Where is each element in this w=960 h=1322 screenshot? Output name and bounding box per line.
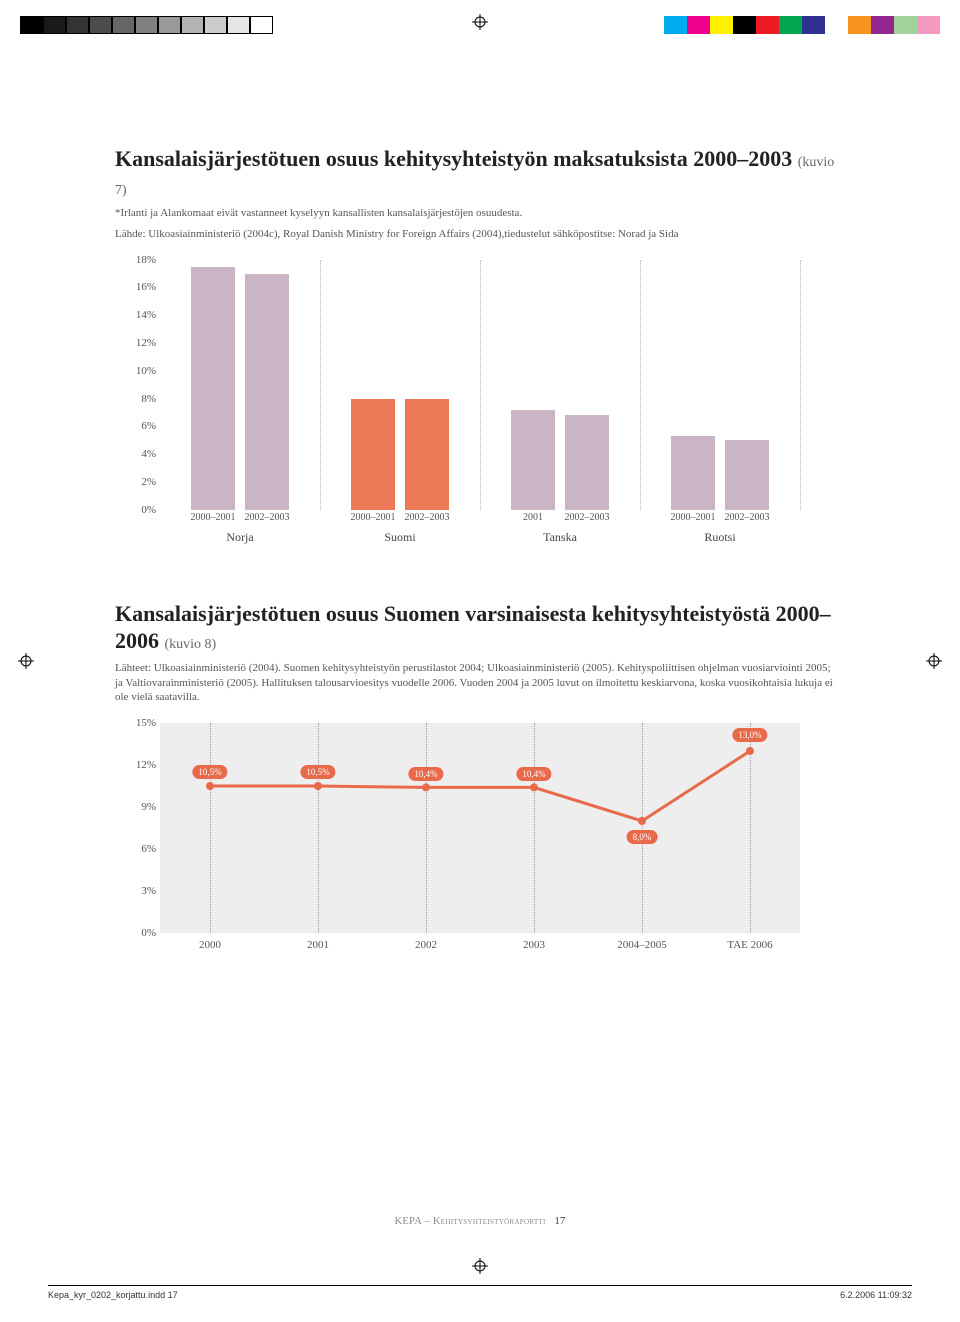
chart2-title-text: Kansalaisjärjestötuen osuus Suomen varsi… [115,601,831,654]
chart1-group-separator [800,260,801,510]
chart2-x-tick: 2002 [415,939,437,951]
chart1-y-tick: 4% [141,448,156,460]
registration-mark-bottom [472,1258,488,1274]
chart1-bar [565,415,609,509]
chart2-point-label: 10,4% [408,767,443,781]
chart2-y-tick: 6% [141,843,156,855]
indesign-slug: Kepa_kyr_0202_korjattu.indd 17 6.2.2006 … [48,1285,912,1300]
chart1-bar [351,399,395,510]
chart1-y-tick: 14% [136,309,156,321]
chart2-y-tick: 0% [141,927,156,939]
chart2-x-tick: 2001 [307,939,329,951]
chart1-y-tick: 16% [136,281,156,293]
chart1-y-tick: 8% [141,393,156,405]
chart2-y-axis: 0%3%6%9%12%15% [115,723,160,933]
page-footer: KEPA – Kehitysyhteistyöraportti 17 [0,1216,960,1227]
chart2-point-label: 10,5% [192,765,227,779]
chart2-x-tick: 2003 [523,939,545,951]
footer-page: 17 [554,1216,565,1227]
chart1-y-tick: 18% [136,254,156,266]
chart1-title: Kansalaisjärjestötuen osuus kehitysyhtei… [115,145,835,200]
chart1-note1: *Irlanti ja Alankomaat eivät vastanneet … [115,206,835,221]
chart2-y-tick: 15% [136,717,156,729]
chart1-y-tick: 10% [136,365,156,377]
registration-mark-left [18,653,34,669]
chart1-x-sublabel: 2002–2003 [392,512,462,523]
chart2-point-label: 13,0% [732,728,767,742]
chart1-x-sublabel: 2002–2003 [552,512,622,523]
chart2-title: Kansalaisjärjestötuen osuus Suomen varsi… [115,600,835,655]
chart1-x-sublabel: 2002–2003 [712,512,782,523]
registration-mark-top [472,14,488,30]
chart1-bar [725,440,769,509]
gray-swatches [20,16,273,34]
chart1-group-separator [480,260,481,510]
chart1-y-tick: 6% [141,420,156,432]
chart2-y-tick: 9% [141,801,156,813]
registration-mark-right [926,653,942,669]
chart2-x-tick: 2004–2005 [617,939,667,951]
chart1-bar [511,410,555,510]
chart1-title-text: Kansalaisjärjestötuen osuus kehitysyhtei… [115,146,792,171]
chart1-bar [245,274,289,510]
chart1-x-grouplabel: Tanska [543,530,577,545]
color-swatches [664,16,940,34]
chart1-bar [405,399,449,510]
chart2-y-tick: 12% [136,759,156,771]
chart2-point-label: 8,0% [627,830,658,844]
chart2-plot: 10,5% 10,5% 10,4% 10,4% 8,0% 13,0% [160,723,800,933]
print-marks-top [0,14,960,44]
chart2-point-label: 10,5% [300,765,335,779]
chart2-note: Lähteet: Ulkoasiainministeriö (2004). Su… [115,661,835,706]
footer-text: KEPA – Kehitysyhteistyöraportti [394,1216,545,1227]
chart2-point-label: 10,4% [516,767,551,781]
chart1-x-grouplabel: Ruotsi [704,530,735,545]
chart1-y-tick: 0% [141,504,156,516]
chart2-section: Kansalaisjärjestötuen osuus Suomen varsi… [115,600,835,984]
chart1-y-tick: 2% [141,476,156,488]
chart1-x-sublabel: 2002–2003 [232,512,302,523]
chart1-x-grouplabel: Suomi [384,530,415,545]
slug-timestamp: 6.2.2006 11:09:32 [840,1290,912,1300]
chart1-note2: Lähde: Ulkoasiainministeriö (2004c), Roy… [115,227,835,242]
page-content: Kansalaisjärjestötuen osuus kehitysyhtei… [115,145,835,983]
chart1-plot [160,260,800,510]
chart1-group-separator [320,260,321,510]
chart2-line-chart: 0%3%6%9%12%15% 10,5%10,5%10,4%10,4%8,0%1… [115,723,815,983]
chart2-title-suffix: (kuvio 8) [165,637,217,652]
chart1-bar-chart: 0%2%4%6%8%10%12%14%16%18% 2000–20012002–… [115,260,815,560]
chart1-bar [191,267,235,510]
chart1-y-tick: 12% [136,337,156,349]
chart1-y-axis: 0%2%4%6%8%10%12%14%16%18% [115,260,160,510]
chart2-y-tick: 3% [141,885,156,897]
slug-file: Kepa_kyr_0202_korjattu.indd 17 [48,1290,178,1300]
chart2-line-svg [160,723,800,933]
chart1-x-grouplabel: Norja [226,530,253,545]
chart2-x-tick: TAE 2006 [727,939,772,951]
chart2-x-tick: 2000 [199,939,221,951]
chart1-bar [671,436,715,510]
chart1-group-separator [640,260,641,510]
